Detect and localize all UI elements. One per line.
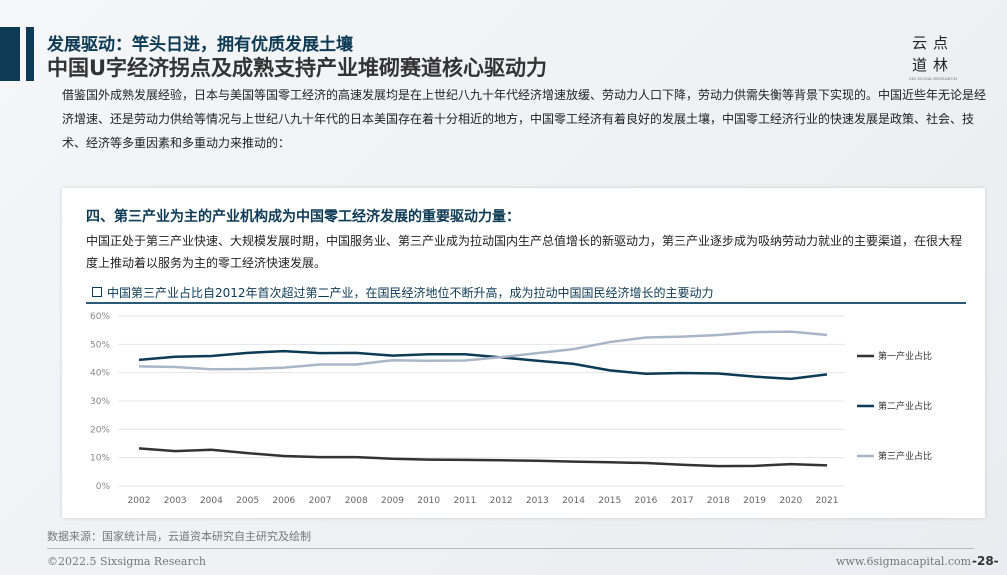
copyright: ©2022.5 Sixsigma Research — [47, 555, 206, 568]
legend-label: 第一产业占比 — [878, 350, 932, 362]
x-tick-label: 2005 — [236, 496, 259, 506]
footer-divider — [47, 548, 974, 549]
intro-paragraph: 借鉴国外成熟发展经验，日本与美国等国零工经济的高速发展均是在上世纪八九十年代经济… — [62, 88, 987, 150]
x-tick-label: 2006 — [272, 496, 295, 506]
x-tick-label: 2013 — [526, 496, 549, 506]
x-tick-label: 2010 — [417, 496, 440, 506]
square-bullet-icon — [92, 287, 102, 297]
x-tick-label: 2015 — [598, 496, 621, 506]
content-card: 四、第三产业为主的产业机构成为中国零工经济发展的重要驱动力量： 中国正处于第三产… — [62, 188, 985, 518]
x-tick-label: 2009 — [381, 496, 404, 506]
x-tick-label: 2012 — [490, 496, 513, 506]
x-tick-label: 2003 — [164, 496, 187, 506]
x-tick-label: 2002 — [128, 496, 151, 506]
y-tick-label: 30% — [90, 397, 110, 407]
chart-title: 中国第三产业占比自2012年首次超过第二产业，在国民经济地位不断升高，成为拉动中… — [92, 284, 714, 301]
legend-label: 第二产业占比 — [878, 400, 932, 412]
x-tick-label: 2018 — [707, 496, 730, 506]
page-subtitle: 发展驱动：竿头日进，拥有优质发展土壤 — [47, 35, 353, 55]
y-tick-label: 50% — [90, 340, 110, 350]
legend-label: 第三产业占比 — [878, 450, 932, 462]
logo: 云点 道林 SIX SIGMA RESEARCH — [908, 34, 958, 81]
x-tick-label: 2007 — [309, 496, 332, 506]
x-tick-label: 2021 — [816, 496, 839, 506]
x-tick-label: 2008 — [345, 496, 368, 506]
y-tick-label: 60% — [90, 312, 110, 322]
series-line — [138, 349, 828, 381]
x-tick-label: 2016 — [634, 496, 657, 506]
y-tick-label: 20% — [90, 425, 110, 435]
x-tick-label: 2004 — [200, 496, 223, 506]
card-heading: 四、第三产业为主的产业机构成为中国零工经济发展的重要驱动力量： — [86, 209, 520, 225]
header-accent-bar-thin — [26, 27, 34, 81]
data-source: 数据来源：国家统计局，云道资本研究自主研究及绘制 — [47, 530, 311, 543]
header-accent-bar — [0, 27, 20, 81]
series-line — [138, 447, 828, 468]
x-tick-label: 2017 — [671, 496, 694, 506]
card-text: 中国正处于第三产业快速、大规模发展时期，中国服务业、第三产业成为拉动国内生产总值… — [86, 234, 963, 270]
x-tick-label: 2020 — [779, 496, 802, 506]
x-tick-label: 2014 — [562, 496, 585, 506]
y-tick-label: 0% — [96, 482, 111, 492]
y-tick-label: 10% — [90, 454, 110, 464]
y-tick-label: 40% — [90, 369, 110, 379]
chart-title-underline — [86, 302, 966, 304]
chart-title-text: 中国第三产业占比自2012年首次超过第二产业，在国民经济地位不断升高，成为拉动中… — [107, 286, 714, 300]
website-link: www.6sigmacapital.com — [836, 555, 972, 568]
x-tick-label: 2011 — [453, 496, 476, 506]
x-tick-label: 2019 — [743, 496, 766, 506]
page-title: 中国U字经济拐点及成熟支持产业堆砌赛道核心驱动力 — [47, 56, 548, 80]
series-line — [138, 330, 828, 371]
page-number: -28- — [972, 554, 999, 568]
